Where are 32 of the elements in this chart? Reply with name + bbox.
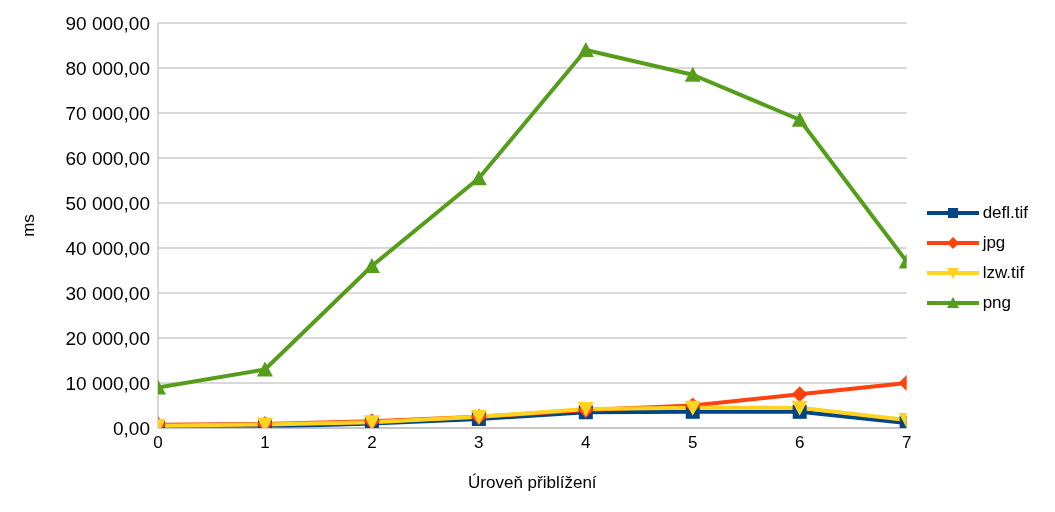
y-axis-title: ms — [19, 214, 39, 237]
legend-label: lzw.tif — [982, 263, 1025, 283]
y-tick-label: 30 000,00 — [65, 282, 150, 304]
legend-label: jpg — [982, 233, 1006, 253]
point — [791, 400, 808, 416]
y-tick-label: 80 000,00 — [65, 57, 150, 79]
y-tick-label: 10 000,00 — [65, 372, 150, 394]
y-tick-label: 60 000,00 — [65, 147, 150, 169]
y-tick-label: 50 000,00 — [65, 192, 150, 214]
point — [577, 42, 594, 57]
point — [363, 258, 380, 273]
x-tick-label: 1 — [260, 433, 270, 453]
legend-label: defl.tif — [982, 203, 1028, 223]
y-tick-label: 90 000,00 — [65, 12, 150, 34]
x-tick-label: 6 — [794, 433, 805, 453]
point — [470, 170, 487, 186]
x-tick-label: 2 — [367, 433, 377, 453]
y-tick-label: 40 000,00 — [65, 237, 150, 259]
x-tick-label: 0 — [153, 433, 163, 453]
y-tick-label: 20 000,00 — [65, 327, 150, 349]
legend-label: png — [982, 293, 1012, 313]
y-tick-label: 0,00 — [113, 417, 150, 439]
x-axis-title: Úroveň přiblížení — [468, 473, 597, 492]
point — [684, 66, 701, 82]
point — [256, 361, 273, 377]
x-tick-label: 3 — [474, 433, 484, 453]
x-tick-label: 4 — [581, 433, 591, 453]
point — [791, 386, 808, 403]
x-tick-label: 7 — [901, 433, 912, 453]
point — [791, 111, 808, 127]
y-tick-label: 70 000,00 — [65, 102, 150, 124]
x-tick-label: 5 — [688, 433, 698, 453]
